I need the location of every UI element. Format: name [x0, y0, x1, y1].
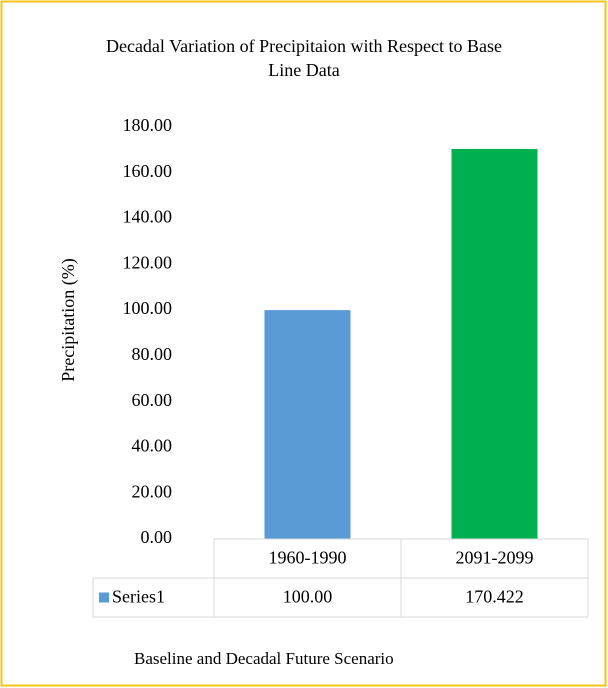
x-tick-label: 1960-1990	[269, 548, 347, 568]
legend-label: Series1	[112, 587, 165, 607]
x-axis-label: Baseline and Decadal Future Scenario	[134, 649, 394, 668]
y-tick-label: 20.00	[132, 481, 173, 501]
y-tick-label: 60.00	[132, 390, 173, 410]
bar	[264, 310, 351, 539]
table-value: 100.00	[283, 587, 333, 607]
chart-title: Decadal Variation of Precipitaion with R…	[105, 36, 503, 80]
legend-swatch	[99, 592, 109, 603]
y-tick-label: 160.00	[123, 161, 173, 181]
y-tick-label: 40.00	[132, 436, 173, 456]
y-tick-label: 120.00	[123, 252, 173, 272]
bar	[451, 148, 538, 539]
y-tick-label: 140.00	[123, 207, 173, 227]
table-value: 170.422	[465, 587, 524, 607]
y-axis-label: Precipitation (%)	[58, 258, 79, 381]
y-tick-label: 100.00	[123, 298, 173, 318]
x-tick-label: 2091-2099	[456, 548, 534, 568]
y-tick-label: 180.00	[123, 115, 173, 135]
y-tick-label: 80.00	[132, 344, 173, 364]
y-tick-label: 0.00	[141, 527, 173, 547]
